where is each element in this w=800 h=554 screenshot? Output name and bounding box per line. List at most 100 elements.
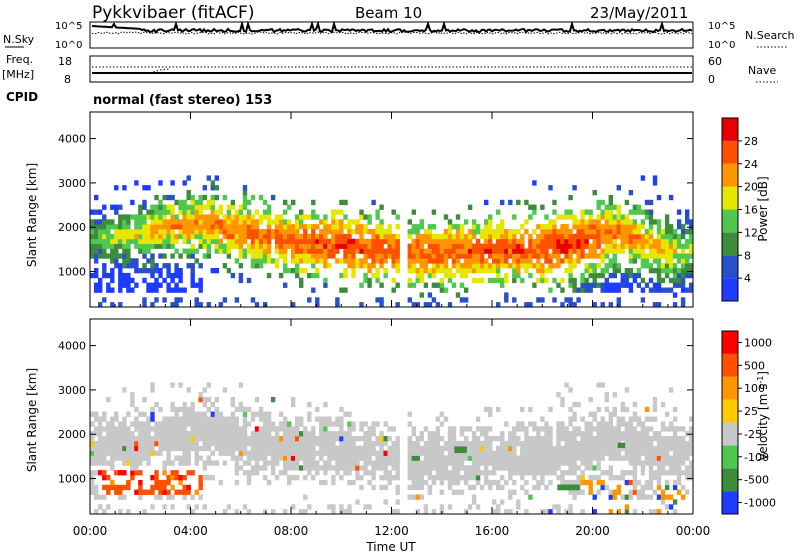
y-tick-label: 1000 [58, 473, 86, 486]
power-cell [528, 238, 533, 245]
power-cell [604, 263, 609, 269]
power-cell [134, 258, 139, 264]
velocity-cell [580, 416, 585, 422]
velocity-cell [391, 455, 396, 461]
station-title: Pykkvibaer (fitACF) [92, 3, 254, 23]
velocity-cell [680, 426, 686, 432]
velocity-cell [644, 479, 650, 486]
velocity-cell [596, 489, 601, 495]
power-cell [170, 233, 175, 240]
power-cell [689, 287, 694, 293]
velocity-cell [122, 387, 127, 393]
velocity-cell [266, 411, 272, 417]
velocity-cell [98, 494, 103, 500]
power-cell [508, 243, 513, 249]
power-cell [656, 229, 662, 235]
velocity-cell [407, 465, 412, 471]
velocity-cell [596, 440, 601, 447]
velocity-cell [564, 440, 569, 447]
power-cell [367, 229, 372, 235]
velocity-cell [150, 406, 155, 413]
velocity-cell [564, 431, 569, 437]
power-cell [568, 268, 573, 274]
power-cell [154, 243, 159, 249]
velocity-cell [467, 440, 473, 447]
velocity-cell [343, 470, 348, 476]
velocity-cell [496, 504, 501, 510]
velocity-cell [307, 445, 312, 452]
power-cell [222, 214, 228, 220]
velocity-cell [588, 475, 593, 481]
power-cell [214, 233, 219, 240]
velocity-cell [170, 470, 175, 476]
power-cell [644, 282, 650, 288]
velocity-cell [685, 455, 690, 461]
velocity-cell [186, 406, 191, 413]
velocity-cell [250, 411, 256, 417]
velocity-cell [142, 411, 147, 417]
velocity-cell [178, 489, 183, 495]
power-cell [680, 253, 686, 259]
power-cell [415, 268, 420, 274]
velocity-cell [689, 416, 694, 422]
power-cell [584, 238, 589, 245]
power-cell [475, 258, 481, 264]
velocity-cell [114, 411, 119, 417]
power-cell [315, 214, 320, 220]
velocity-cell [130, 397, 135, 403]
power-cell [266, 243, 272, 249]
power-cell [492, 268, 497, 274]
power-cell [431, 253, 437, 259]
velocity-cell [600, 455, 605, 461]
velocity-cell [383, 436, 388, 442]
velocity-cell [166, 436, 171, 442]
freq-unit: [MHz] [2, 68, 34, 81]
freq-tick-bottom: 8 [64, 73, 71, 86]
power-cell [608, 258, 613, 264]
velocity-cell [672, 445, 678, 452]
velocity-cell [202, 460, 207, 466]
velocity-cell [455, 475, 461, 481]
velocity-cell [242, 450, 248, 456]
velocity-cell [182, 489, 187, 495]
y-tick-label: 3000 [58, 177, 86, 190]
power-cell [371, 229, 376, 235]
power-cell [676, 258, 682, 264]
velocity-cell [568, 387, 573, 393]
velocity-cell [668, 504, 674, 510]
power-cell [162, 233, 167, 240]
power-cell [158, 219, 163, 225]
velocity-cell [266, 445, 272, 452]
power-cell [347, 238, 352, 245]
power-cell [608, 219, 613, 225]
power-cell [689, 229, 694, 235]
power-cell [536, 258, 541, 264]
power-cell [186, 238, 191, 245]
velocity-cell [660, 465, 666, 471]
power-cell [516, 253, 521, 259]
power-cell [419, 238, 424, 245]
power-cell [660, 287, 666, 293]
power-cell [672, 272, 678, 279]
power-cell [463, 248, 469, 254]
velocity-cell [620, 421, 625, 427]
power-cell [210, 214, 215, 220]
power-cell [664, 272, 670, 279]
power-cell [383, 238, 388, 245]
power-cell [110, 204, 115, 210]
velocity-cell [122, 460, 127, 466]
power-cell [130, 233, 135, 240]
power-cell [624, 272, 630, 279]
velocity-cell [652, 460, 658, 466]
power-cell [628, 190, 634, 196]
power-cell [226, 243, 232, 249]
velocity-cell [427, 489, 433, 495]
power-cell [375, 268, 380, 274]
power-cell [190, 268, 195, 274]
velocity-cell [130, 440, 135, 447]
power-cell [443, 214, 449, 220]
power-cell [94, 238, 99, 245]
power-cell [524, 302, 529, 308]
power-cell [270, 219, 276, 225]
power-cell [262, 248, 268, 254]
